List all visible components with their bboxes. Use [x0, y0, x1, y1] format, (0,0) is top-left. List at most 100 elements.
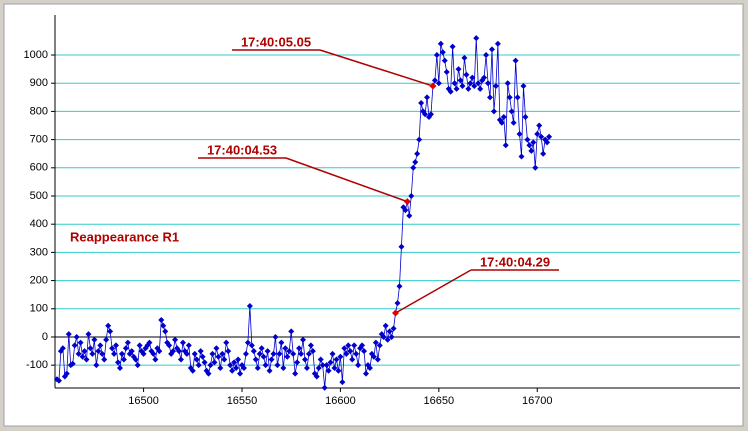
data-point	[394, 300, 401, 307]
data-point	[237, 370, 244, 377]
data-point	[244, 339, 251, 346]
data-point	[516, 130, 523, 137]
y-tick-label: 200	[30, 274, 48, 286]
data-point	[359, 342, 366, 349]
data-point	[107, 328, 114, 335]
data-point	[179, 339, 186, 346]
data-point	[118, 350, 125, 357]
data-point	[223, 339, 230, 346]
data-point	[492, 83, 499, 90]
data-point	[372, 339, 379, 346]
data-point	[321, 384, 328, 391]
data-point	[538, 133, 545, 140]
data-point	[526, 142, 533, 149]
data-point	[270, 350, 277, 357]
data-point	[366, 364, 373, 371]
annotation-label: 17:40:04.53	[207, 142, 277, 157]
data-point	[437, 40, 444, 47]
data-point	[185, 342, 192, 349]
data-point	[490, 108, 497, 115]
data-point	[451, 80, 458, 87]
data-point	[201, 359, 208, 366]
data-point	[256, 350, 263, 357]
data-point	[217, 364, 224, 371]
data-point	[488, 46, 495, 53]
data-point	[433, 52, 440, 59]
data-point	[477, 85, 484, 92]
data-point	[140, 350, 147, 357]
data-point	[83, 356, 90, 363]
data-point	[254, 364, 261, 371]
data-point	[109, 345, 116, 352]
data-point	[363, 370, 370, 377]
x-tick-label: 16550	[227, 395, 258, 407]
data-point	[520, 83, 527, 90]
x-tick-label: 16500	[128, 395, 159, 407]
x-tick-label: 16600	[325, 395, 356, 407]
data-point	[294, 359, 301, 366]
data-point	[427, 111, 434, 118]
data-point	[331, 364, 338, 371]
annotation-leader	[319, 49, 434, 87]
data-point	[268, 356, 275, 363]
data-point	[91, 336, 98, 343]
data-point	[471, 83, 478, 90]
data-point	[152, 356, 159, 363]
data-point	[447, 88, 454, 95]
data-point	[114, 359, 121, 366]
data-point	[498, 119, 505, 126]
data-point	[124, 339, 131, 346]
data-point	[534, 130, 541, 137]
data-point	[170, 348, 177, 355]
data-point	[183, 350, 190, 357]
data-point	[463, 71, 470, 78]
data-point	[63, 370, 70, 377]
data-point	[199, 353, 206, 360]
y-tick-label: 500	[30, 190, 48, 202]
data-point	[235, 356, 242, 363]
data-point	[116, 364, 123, 371]
data-point	[286, 348, 293, 355]
data-point	[469, 74, 476, 81]
data-point	[122, 345, 129, 352]
data-point	[455, 66, 462, 73]
data-point	[172, 336, 179, 343]
data-point	[355, 362, 362, 369]
data-point	[225, 348, 232, 355]
data-point	[522, 114, 529, 121]
data-point	[485, 80, 492, 87]
y-tick-label: 700	[30, 134, 48, 146]
data-point	[317, 356, 324, 363]
data-point	[274, 362, 281, 369]
data-point	[276, 350, 283, 357]
data-point	[95, 348, 102, 355]
data-point	[105, 322, 112, 329]
data-point	[441, 57, 448, 64]
x-tick-label: 16650	[424, 395, 455, 407]
data-point	[439, 49, 446, 56]
data-point	[475, 80, 482, 87]
data-point	[166, 342, 173, 349]
y-tick-label: 900	[30, 77, 48, 89]
data-point	[335, 367, 342, 374]
data-point	[518, 153, 525, 160]
data-point	[150, 350, 157, 357]
data-point	[55, 377, 62, 384]
x-tick-label: 16700	[522, 395, 553, 407]
data-point	[374, 356, 381, 363]
data-point	[75, 350, 82, 357]
data-point	[459, 83, 466, 90]
data-point	[280, 364, 287, 371]
y-tick-label: 100	[30, 303, 48, 315]
data-point	[347, 348, 354, 355]
y-tick-label: -100	[26, 359, 48, 371]
data-point	[343, 350, 350, 357]
data-point	[207, 362, 214, 369]
data-point	[71, 342, 78, 349]
data-point	[465, 85, 472, 92]
data-point	[386, 328, 393, 335]
data-point	[300, 336, 307, 343]
data-point	[449, 43, 456, 50]
data-point	[313, 373, 320, 380]
data-point	[146, 339, 153, 346]
